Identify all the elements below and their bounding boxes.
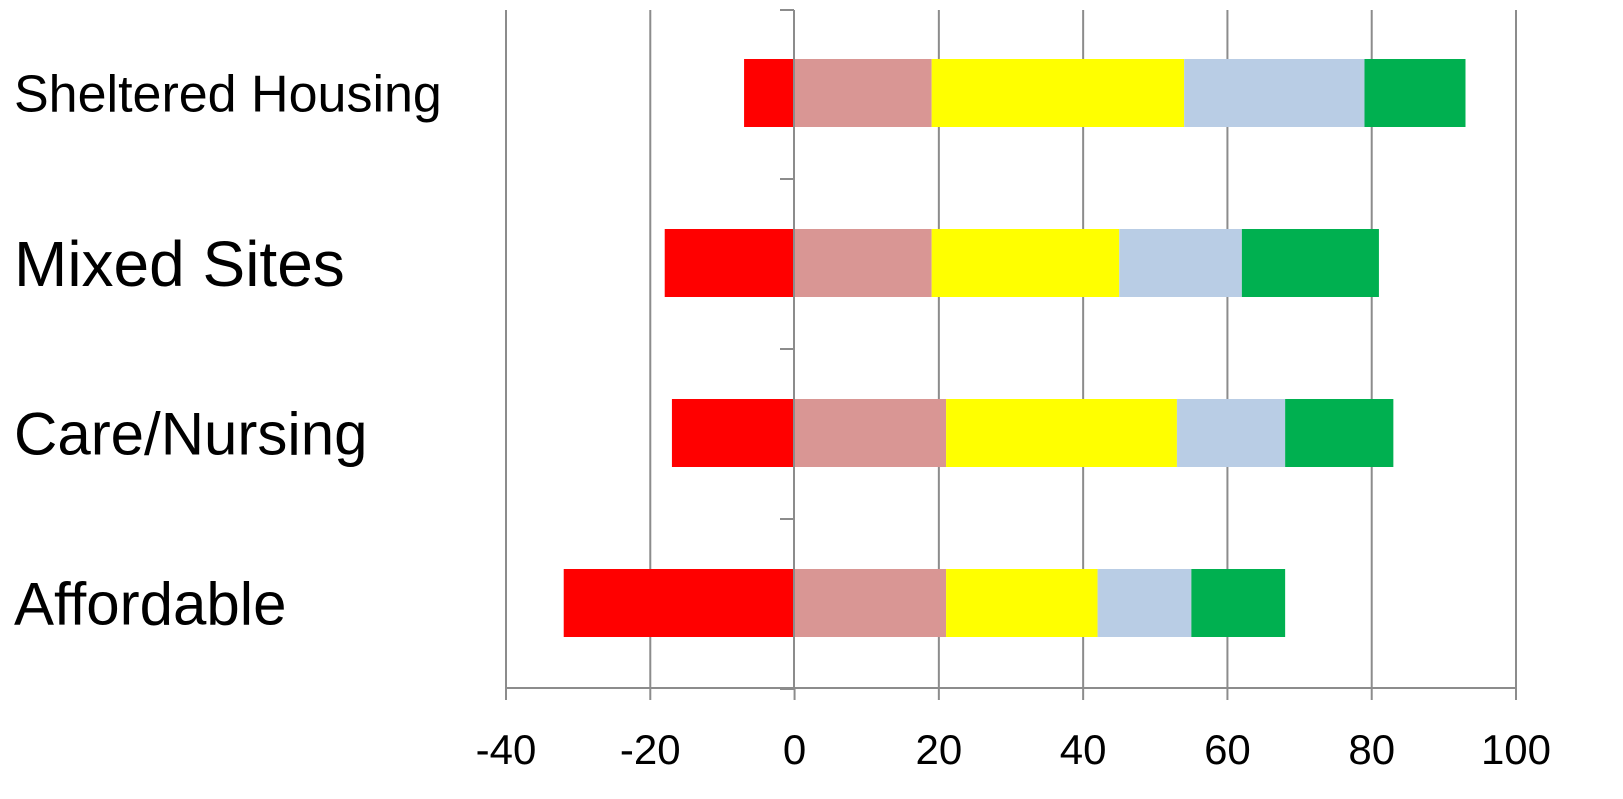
bar-segment-3-1 [1241,229,1379,297]
bar-negative-1 [664,229,795,297]
category-label-0: Sheltered Housing [14,66,442,124]
bar-segment-1-3 [946,569,1098,637]
bar-negative-3 [563,569,795,637]
bar-segment-2-2 [1176,399,1286,467]
bar-segment-3-3 [1191,569,1286,637]
bar-segment-2-3 [1097,569,1192,637]
x-tick-label-5: 60 [1204,726,1251,773]
x-tick-label-1: -20 [620,726,681,773]
label-layer: -40 -20 0 20 40 60 80 100 Sheltered Housing Mixed… [14,66,1551,773]
bar-segment-1-1 [931,229,1120,297]
x-tick-label-2: 0 [783,726,806,773]
bar-segment-0-2 [794,399,947,467]
x-tick-label-6: 80 [1348,726,1395,773]
bar-segment-1-2 [946,399,1177,467]
bar-negative-0 [744,59,795,127]
category-label-2: Care/Nursing [14,401,367,468]
bar-segment-2-0 [1184,59,1365,127]
bar-segment-0-1 [794,229,932,297]
bar-segment-3-2 [1285,399,1394,467]
category-label-1: Mixed Sites [14,228,345,300]
bar-layer [563,59,1466,637]
axis-layer [505,9,1517,700]
bar-segment-0-3 [794,569,947,637]
category-label-3: Affordable [14,571,286,638]
bar-segment-3-0 [1364,59,1466,127]
x-tick-label-7: 100 [1481,726,1551,773]
bar-negative-2 [671,399,795,467]
bar-segment-1-0 [931,59,1185,127]
x-tick-label-3: 20 [915,726,962,773]
x-tick-label-4: 40 [1060,726,1107,773]
bar-segment-0-0 [794,59,932,127]
bar-segment-2-1 [1119,229,1242,297]
x-tick-label-0: -40 [476,726,537,773]
